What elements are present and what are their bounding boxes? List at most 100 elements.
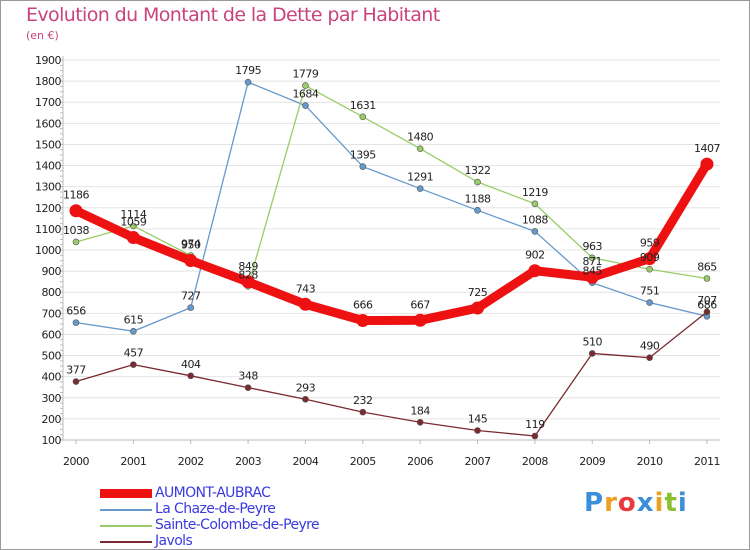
data-label: 510 bbox=[582, 335, 602, 348]
data-point bbox=[471, 301, 485, 315]
y-tick-label: 1700 bbox=[35, 96, 61, 109]
logo-letter: P bbox=[584, 488, 605, 518]
data-point bbox=[359, 408, 367, 416]
data-label: 184 bbox=[410, 404, 430, 417]
axes bbox=[60, 56, 720, 444]
data-label: 1395 bbox=[350, 149, 376, 162]
data-point bbox=[302, 82, 309, 89]
legend-swatch bbox=[100, 489, 152, 498]
data-point bbox=[703, 308, 711, 316]
data-label: 1114 bbox=[120, 208, 146, 221]
data-point bbox=[700, 157, 714, 171]
data-point bbox=[474, 427, 481, 434]
data-label: 119 bbox=[525, 418, 545, 431]
x-tick-label: 2010 bbox=[637, 455, 663, 468]
data-point bbox=[302, 395, 309, 403]
y-tick-label: 1000 bbox=[35, 244, 61, 257]
data-label: 909 bbox=[640, 251, 660, 264]
data-label: 1059 bbox=[120, 216, 146, 229]
y-tick-label: 500 bbox=[42, 350, 62, 363]
data-label: 1480 bbox=[407, 131, 433, 144]
data-label: 656 bbox=[66, 305, 86, 318]
data-point bbox=[72, 238, 80, 246]
y-tick-label: 1900 bbox=[35, 54, 61, 67]
data-label: 751 bbox=[640, 285, 660, 298]
data-point bbox=[646, 354, 653, 361]
x-tick-label: 2007 bbox=[465, 455, 491, 468]
data-label: 1219 bbox=[522, 186, 548, 199]
data-label: 145 bbox=[468, 413, 488, 426]
data-point bbox=[416, 145, 424, 152]
legend-swatch bbox=[100, 509, 152, 511]
data-point bbox=[416, 418, 424, 426]
logo-letter: o bbox=[617, 488, 637, 518]
logo-letter: x bbox=[636, 488, 655, 518]
chart-unit: (en €) bbox=[26, 29, 59, 42]
y-tick-label: 1500 bbox=[35, 138, 61, 151]
logo-letter: i bbox=[654, 488, 665, 518]
legend-swatch bbox=[100, 525, 152, 527]
y-tick-label: 900 bbox=[42, 265, 62, 278]
logo-letter: i bbox=[677, 488, 688, 518]
data-point bbox=[184, 254, 198, 268]
data-label: 457 bbox=[124, 347, 144, 360]
data-point bbox=[646, 299, 653, 306]
data-label: 849 bbox=[238, 260, 258, 273]
data-label: 707 bbox=[697, 294, 717, 307]
data-point bbox=[528, 264, 542, 278]
data-point bbox=[72, 378, 80, 385]
data-label: 667 bbox=[410, 298, 430, 311]
x-tick-label: 2006 bbox=[407, 455, 433, 468]
data-label: 686 bbox=[697, 298, 717, 311]
data-point bbox=[416, 185, 424, 192]
legend-label: AUMONT-AUBRAC bbox=[155, 485, 271, 501]
x-tick-label: 2005 bbox=[350, 455, 376, 468]
data-point bbox=[244, 78, 252, 86]
data-label: 490 bbox=[640, 340, 660, 353]
data-point bbox=[474, 178, 481, 186]
data-point bbox=[643, 252, 657, 266]
series-line bbox=[75, 311, 708, 437]
data-label: 950 bbox=[181, 239, 201, 252]
data-label: 1291 bbox=[407, 171, 433, 184]
data-point bbox=[187, 304, 195, 311]
y-tick-label: 1400 bbox=[35, 160, 61, 173]
data-label: 871 bbox=[582, 255, 602, 268]
data-label: 1322 bbox=[465, 164, 491, 177]
x-tick-label: 2000 bbox=[63, 455, 89, 468]
y-tick-label: 700 bbox=[42, 307, 62, 320]
grid-lines bbox=[63, 59, 720, 441]
data-label: 1188 bbox=[465, 192, 491, 205]
series-lines bbox=[69, 78, 714, 440]
data-point bbox=[585, 270, 599, 284]
data-label: 1795 bbox=[235, 64, 261, 77]
logo-letter: t bbox=[664, 488, 678, 518]
proxiti-logo: Proxiti bbox=[584, 488, 688, 518]
y-tick-label: 1100 bbox=[35, 223, 61, 236]
data-point bbox=[474, 207, 481, 214]
data-point bbox=[244, 384, 252, 391]
data-label: 725 bbox=[468, 286, 488, 299]
data-label: 666 bbox=[353, 299, 373, 312]
y-tick-label: 300 bbox=[42, 392, 62, 405]
data-point bbox=[703, 275, 711, 282]
data-point bbox=[356, 314, 370, 328]
data-label: 828 bbox=[238, 268, 258, 281]
data-point bbox=[241, 275, 255, 289]
data-labels: 656 615 727 1795 1684 1395 1291 1188 1088 845 751 6… bbox=[63, 64, 721, 431]
data-point bbox=[126, 231, 140, 245]
data-label: 902 bbox=[525, 249, 545, 262]
y-tick-label: 200 bbox=[42, 413, 62, 426]
data-point bbox=[130, 327, 137, 335]
data-label: 1088 bbox=[522, 213, 548, 226]
x-tick-label: 2003 bbox=[235, 455, 261, 468]
data-label: 615 bbox=[124, 313, 144, 326]
data-point bbox=[72, 319, 80, 326]
x-tick-label: 2009 bbox=[579, 455, 605, 468]
data-label: 348 bbox=[238, 370, 258, 383]
data-label: 293 bbox=[296, 381, 316, 394]
data-point bbox=[298, 297, 312, 311]
y-tick-label: 1200 bbox=[35, 202, 61, 215]
data-label: 959 bbox=[640, 237, 660, 250]
